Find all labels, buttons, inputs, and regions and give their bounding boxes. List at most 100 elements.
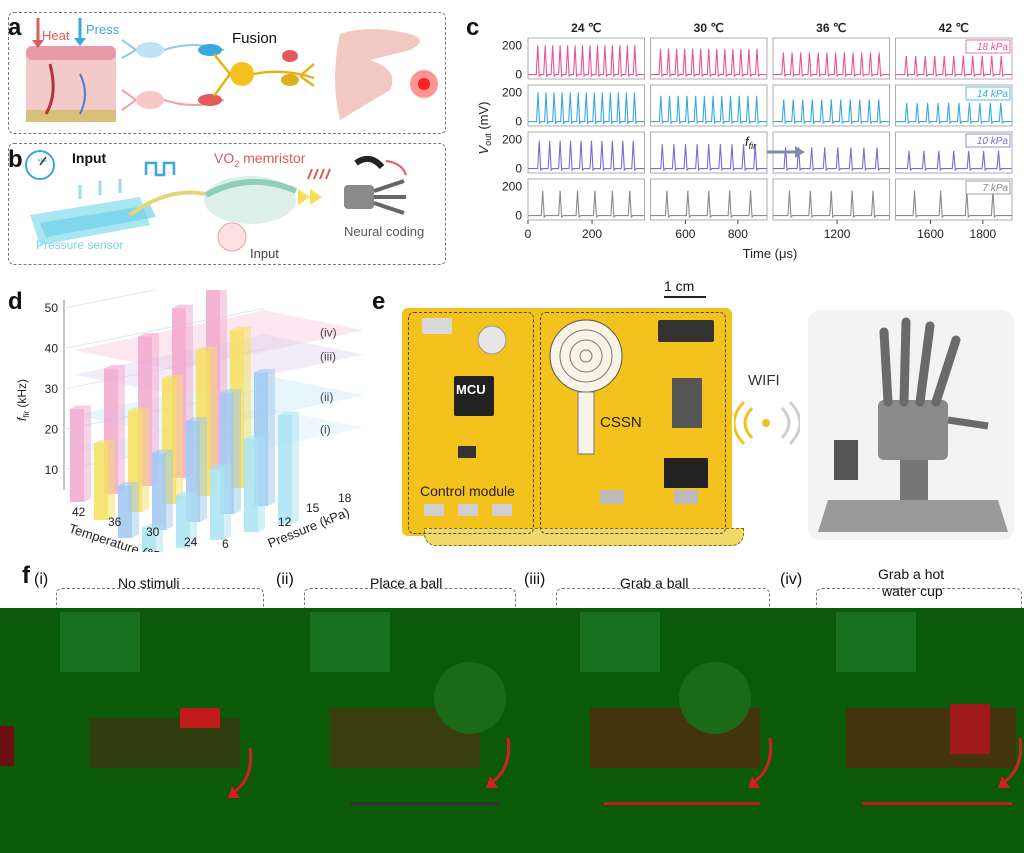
bar xyxy=(176,495,190,548)
z-tick-label: 40 xyxy=(45,342,59,356)
bar-top xyxy=(142,524,163,528)
photo-1 xyxy=(60,612,253,798)
bar-side xyxy=(258,435,265,532)
heat-label: Heat xyxy=(42,28,70,43)
memristor-label: VO2 memristor xyxy=(214,150,306,169)
robot-hand-small-icon xyxy=(344,155,407,215)
pressure-sensor-caption: Pressure sensor xyxy=(36,238,124,252)
input-title: Input xyxy=(72,150,107,166)
bar-top xyxy=(104,365,125,369)
bar-side xyxy=(292,411,299,524)
spike-chart: 24 ℃ 30 ℃ 36 ℃ 42 ℃ 200 0 18 kPa 200 0 14 kPa 200 0… xyxy=(476,21,1013,261)
neural-coding-caption: Neural coding xyxy=(344,224,425,239)
bar xyxy=(152,453,166,530)
spike-trace xyxy=(773,147,890,172)
y-tick-label: 200 xyxy=(502,85,522,99)
skin-block xyxy=(26,46,116,122)
y-tick-label: 200 xyxy=(502,38,522,52)
panel-a-label: a xyxy=(8,14,22,41)
temperature-tick-label: 36 xyxy=(108,515,122,529)
temperature-label: 36 ℃ xyxy=(816,21,846,35)
bar-top xyxy=(230,326,251,331)
step-1-number: (i) xyxy=(34,571,49,588)
bar-side xyxy=(156,524,163,552)
bar-side xyxy=(132,481,139,538)
z-gridline xyxy=(63,308,265,350)
control-module-label: Control module xyxy=(420,483,515,499)
neuron-blue-icon xyxy=(121,39,225,59)
bar3d-chart: 10 20 30 40 50 ffir (kHz) (iv) (iii) (ii) (i) 42 36… xyxy=(15,290,364,552)
scale-bar xyxy=(664,296,706,298)
step-3-frame xyxy=(556,588,770,618)
y-tick-label: 0 xyxy=(515,115,522,129)
mcu-chip xyxy=(454,376,494,416)
step-1-title: No stimuli xyxy=(118,575,180,591)
spike-trace xyxy=(773,99,890,125)
bar xyxy=(142,527,156,552)
spike-trace xyxy=(773,190,890,219)
bar-side xyxy=(234,389,241,514)
segment-frame xyxy=(527,84,645,127)
x-tick-label: 800 xyxy=(728,227,748,241)
step-2-title: Place a ball xyxy=(370,575,443,591)
spike-trace xyxy=(528,140,645,172)
bar-side xyxy=(268,369,275,506)
robot-hand-icon xyxy=(818,317,1008,532)
spike-trace xyxy=(528,45,645,78)
bar-side xyxy=(166,449,173,530)
bar-side xyxy=(84,405,91,502)
x-tick-label: 600 xyxy=(675,227,695,241)
bar-side xyxy=(190,491,197,548)
spike-trace xyxy=(650,48,767,78)
pressure-tick-label: 15 xyxy=(306,501,320,515)
cssn-frame xyxy=(540,312,726,534)
bar-side xyxy=(142,407,149,512)
segment-frame xyxy=(650,84,768,127)
photo-3 xyxy=(580,612,773,805)
spike-trace xyxy=(895,55,1012,78)
spike-trace xyxy=(895,102,1012,125)
photo-2 xyxy=(310,612,511,805)
x-tick-label: 1600 xyxy=(917,227,944,241)
bar-top xyxy=(278,411,299,415)
bar-top xyxy=(138,332,159,337)
segment-frame xyxy=(650,37,768,80)
series-badge xyxy=(965,180,1011,195)
step-3-number: (iii) xyxy=(524,571,546,588)
segment-frame xyxy=(895,37,1013,80)
scale-bar-label: 1 cm xyxy=(664,278,695,294)
temperature-tick-label: 24 xyxy=(184,535,198,549)
bar-side xyxy=(224,463,231,540)
bar xyxy=(244,439,258,532)
control-module-frame xyxy=(408,312,534,534)
bar-top xyxy=(254,369,275,373)
y-tick-label: 200 xyxy=(502,132,522,146)
segment-frame xyxy=(527,131,645,174)
input-caption: Input xyxy=(250,246,279,261)
neuron-pink-icon xyxy=(121,89,225,111)
step-4-number: (iv) xyxy=(780,571,803,588)
board-edge xyxy=(424,528,744,546)
bar-side xyxy=(200,417,207,522)
x-tick-label: 200 xyxy=(582,227,602,241)
wifi-label: WIFI xyxy=(748,372,780,389)
step-2-frame xyxy=(304,588,516,618)
bar-side xyxy=(118,365,125,494)
panel-a-frame xyxy=(8,12,446,134)
plane-label: (i) xyxy=(320,422,331,436)
bar-top xyxy=(196,346,217,351)
segment-frame xyxy=(895,178,1013,221)
z-gridline xyxy=(63,290,157,309)
z-tick-label: 10 xyxy=(45,463,59,477)
hand-illustration xyxy=(335,29,438,120)
gauge-unit-label: kPa xyxy=(38,158,47,164)
series-badge xyxy=(965,86,1011,101)
spike-trace xyxy=(650,190,767,219)
z-tick-label: 20 xyxy=(45,422,59,436)
y-tick-label: 200 xyxy=(502,179,522,193)
x-tick-label: 1800 xyxy=(970,227,997,241)
panel-d-label: d xyxy=(8,288,23,315)
series-badge xyxy=(965,39,1011,54)
bar xyxy=(70,409,84,502)
pressure-tick-label: 6 xyxy=(222,537,229,551)
